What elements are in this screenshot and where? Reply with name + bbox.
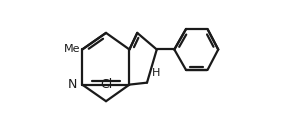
Text: N: N bbox=[68, 78, 77, 91]
Text: Cl: Cl bbox=[100, 78, 112, 91]
Text: Me: Me bbox=[64, 44, 80, 55]
Text: H: H bbox=[152, 68, 160, 78]
